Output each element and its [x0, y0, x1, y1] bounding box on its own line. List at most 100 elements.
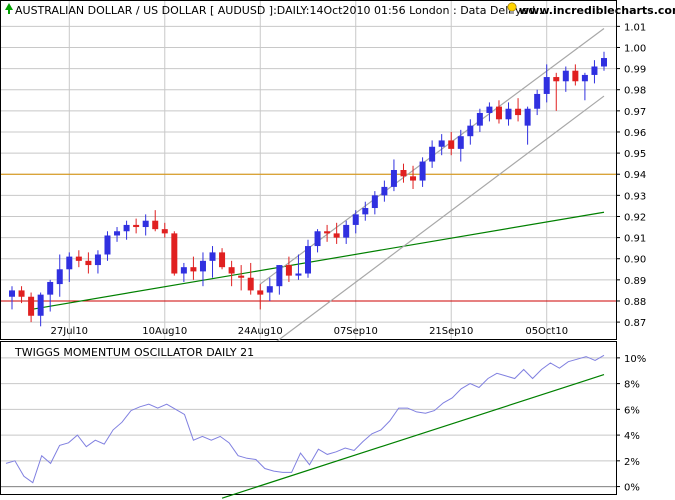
candle-body [295, 273, 302, 276]
candle-body [104, 235, 111, 255]
candle-body [324, 231, 331, 234]
oscillator-y-tick-label: 0% [624, 483, 640, 494]
candle-body [438, 140, 445, 147]
price-x-axis: 27Jul10 10Aug10 24Aug10 07Sep10 21Sep10 05Oct… [51, 326, 569, 337]
oscillator-y-tick-label: 6% [624, 405, 640, 416]
candle-body [199, 260, 206, 272]
price-x-tick-label: 24Aug10 [238, 326, 283, 337]
candle-body [305, 246, 311, 274]
candle-body [257, 290, 264, 295]
candle-body [238, 275, 245, 278]
price-y-tick-label: 0.97 [624, 107, 646, 118]
oscillator-y-tick-label: 4% [624, 431, 640, 442]
candle-body [247, 277, 254, 291]
site-url[interactable]: www.incrediblecharts.com [519, 4, 675, 17]
candle-body [467, 125, 474, 137]
candle-body [343, 224, 350, 238]
price-panel [0, 0, 617, 340]
candle-body [142, 220, 149, 228]
candle-body [37, 294, 44, 316]
candle-body [94, 254, 101, 266]
candle-body [114, 231, 121, 236]
price-x-tick-label: 10Aug10 [142, 326, 187, 337]
candle-body [457, 136, 464, 149]
candle-body [209, 252, 216, 261]
candle-body [56, 269, 63, 285]
candle-body [381, 186, 388, 196]
candle-body [28, 296, 35, 316]
candle-body [9, 290, 15, 297]
oscillator-title: TWIGGS MOMENTUM OSCILLATOR DAILY 21 [14, 346, 254, 359]
candle-body [390, 170, 397, 187]
price-y-axis: 0.87 0.88 0.89 0.90 0.91 0.92 0.93 0.94 0.95 0.96… [616, 22, 646, 329]
candle-body [601, 58, 607, 67]
candle-body [75, 256, 82, 261]
chart-title: AUSTRALIAN DOLLAR / US DOLLAR [ AUDUSD ]… [15, 4, 546, 17]
candle-body [429, 146, 436, 162]
oscillator-gridlines [1, 357, 616, 488]
price-y-tick-label: 0.93 [624, 191, 646, 202]
price-y-tick-label: 0.91 [624, 234, 646, 245]
oscillator-y-tick-label: 10% [624, 354, 646, 365]
up-arrow-icon [5, 3, 13, 14]
candle-body [152, 220, 159, 230]
candle-body [515, 108, 522, 116]
candle-body [562, 70, 569, 82]
price-y-tick-label: 0.87 [624, 318, 646, 329]
candle-body [581, 74, 588, 82]
candle-body [362, 208, 369, 215]
candle-body [400, 170, 407, 177]
price-y-tick-label: 1.00 [624, 43, 646, 54]
bulb-icon [507, 2, 517, 14]
oscillator-line [5, 354, 605, 484]
candle-body [476, 112, 483, 126]
candle-body [190, 267, 197, 272]
candle-body [219, 252, 226, 268]
price-y-tick-label: 0.99 [624, 65, 646, 76]
candle-body [314, 231, 321, 247]
price-y-tick-label: 0.95 [624, 149, 646, 160]
oscillator-trendline [221, 374, 605, 499]
candle-body [419, 161, 426, 181]
candle-body [371, 195, 378, 209]
oscillator-y-tick-label: 2% [624, 457, 640, 468]
candle-body [543, 77, 550, 94]
price-x-tick-label: 05Oct10 [525, 326, 568, 337]
candle-body [524, 108, 531, 126]
candle-body [161, 229, 168, 234]
candle-body [133, 224, 140, 228]
candle-body [553, 77, 560, 82]
oscillator-y-tick-label: 8% [624, 380, 640, 391]
candle-body [591, 66, 598, 75]
candle-body [228, 267, 235, 274]
price-y-tick-label: 0.92 [624, 212, 646, 223]
candlestick-series [9, 51, 607, 327]
price-y-tick-label: 0.90 [624, 255, 646, 266]
candle-body [572, 70, 579, 82]
candle-body [85, 260, 92, 266]
price-y-tick-label: 0.89 [624, 276, 646, 287]
trend-line [30, 211, 605, 311]
oscillator-y-axis: 0% 2% 4% 6% 8% 10% [616, 354, 646, 494]
candle-body [448, 140, 455, 149]
candle-body [123, 224, 130, 232]
price-y-tick-label: 1.01 [624, 22, 646, 33]
candle-body [505, 108, 512, 120]
oscillator-panel [0, 341, 617, 495]
candle-body [276, 265, 283, 287]
candle-body [171, 233, 178, 274]
price-y-tick-label: 0.98 [624, 86, 646, 97]
oscillator-series [5, 354, 605, 484]
price-x-tick-label: 27Jul10 [51, 326, 89, 337]
candle-body [352, 214, 359, 225]
price-y-tick-label: 0.94 [624, 170, 646, 181]
candle-body [333, 233, 340, 238]
price-x-tick-label: 07Sep10 [334, 326, 378, 337]
channel-lower-line [259, 95, 605, 355]
candle-body [495, 106, 502, 120]
candle-body [180, 267, 187, 274]
price-x-tick-label: 21Sep10 [429, 326, 473, 337]
candle-body [410, 176, 417, 181]
candle-body [47, 281, 54, 295]
